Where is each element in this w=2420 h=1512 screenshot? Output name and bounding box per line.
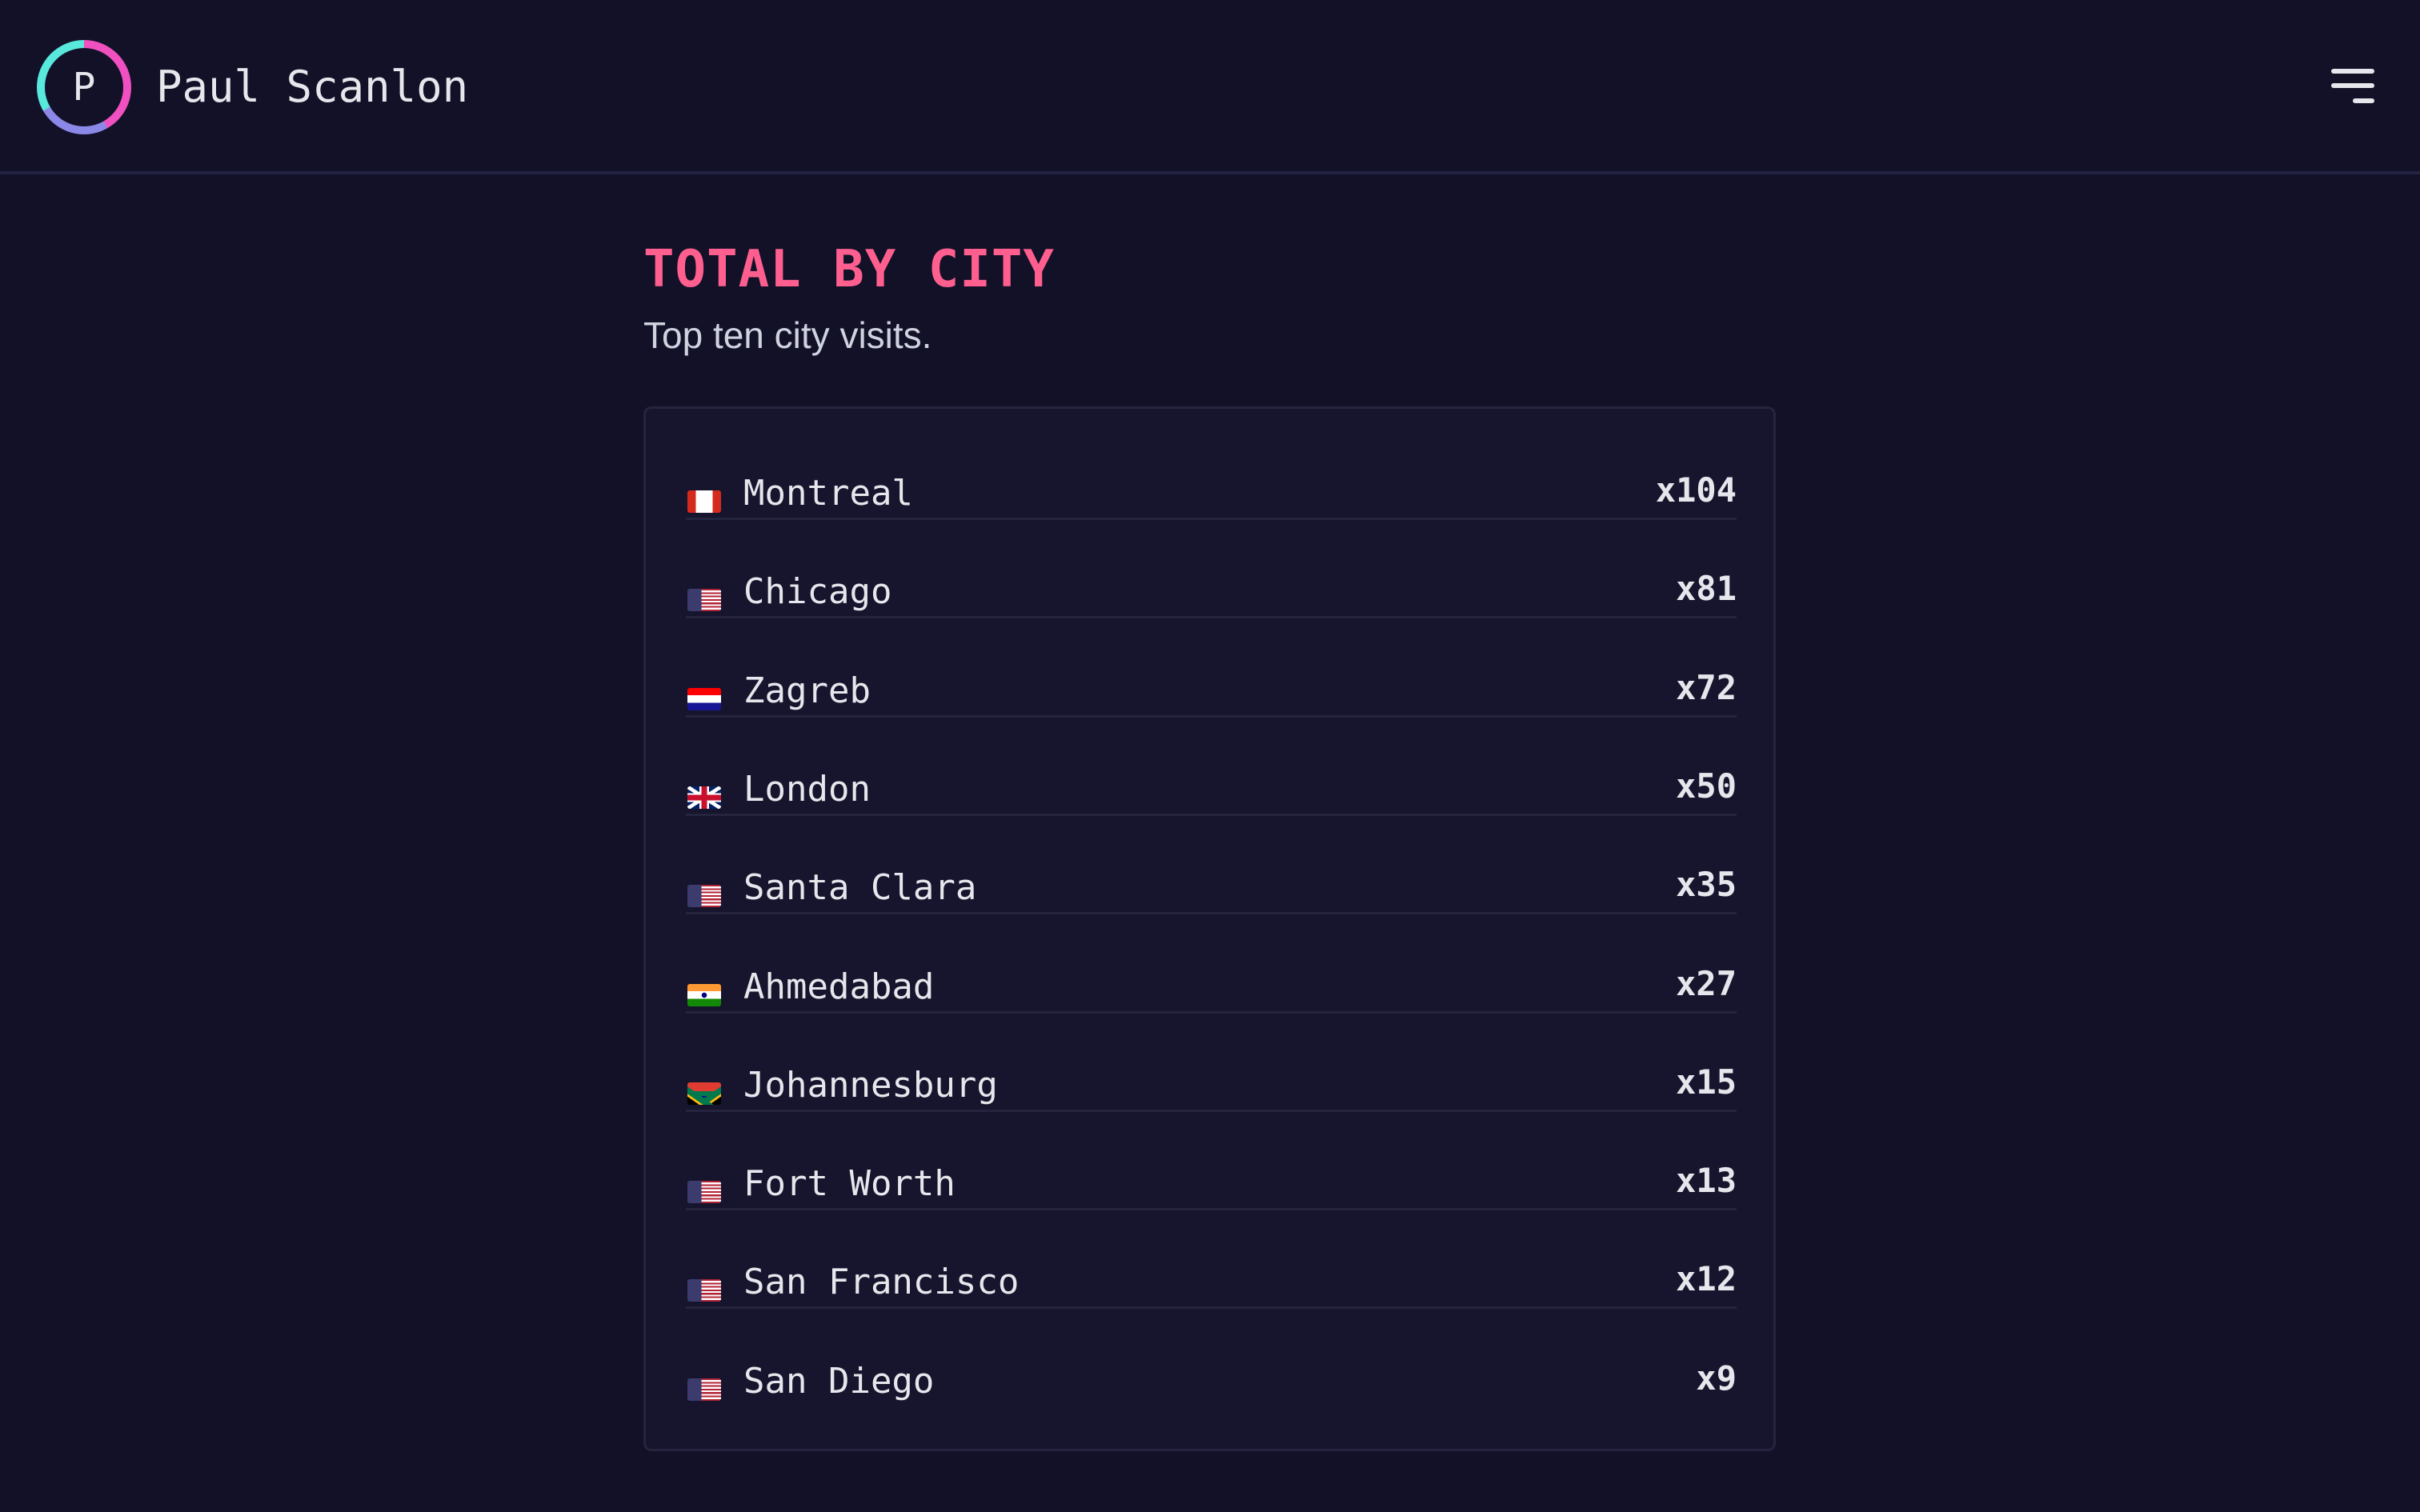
city-row: London x50 — [686, 718, 1737, 816]
city-name: Ahmedabad — [743, 966, 935, 1007]
visit-count: x35 — [1676, 865, 1737, 905]
city-row: Zagreb x72 — [686, 619, 1737, 718]
city-row: Ahmedabad x27 — [686, 915, 1737, 1014]
site-name-link[interactable]: Paul Scanlon — [156, 62, 469, 112]
city-name: Johannesburg — [743, 1064, 998, 1106]
visit-count: x9 — [1696, 1358, 1737, 1398]
flag-icon — [687, 687, 721, 710]
city-row: San Diego x9 — [686, 1310, 1737, 1408]
section-title: TOTAL BY CITY — [643, 240, 1055, 299]
city-row: Fort Worth x13 — [686, 1112, 1737, 1211]
logo-avatar[interactable]: P — [37, 40, 131, 134]
city-row: Santa Clara x35 — [686, 816, 1737, 915]
city-name: London — [743, 768, 871, 810]
section-subtitle: Top ten city visits. — [643, 314, 932, 356]
visit-count: x81 — [1676, 569, 1737, 609]
visit-count: x104 — [1655, 470, 1737, 510]
city-name: Fort Worth — [743, 1163, 956, 1205]
flag-icon — [687, 885, 721, 908]
flag-icon — [687, 1279, 721, 1302]
city-name: Montreal — [743, 473, 913, 514]
city-name: San Diego — [743, 1360, 935, 1402]
city-name: Zagreb — [743, 670, 871, 711]
flag-icon — [687, 589, 721, 612]
visit-count: x72 — [1676, 667, 1737, 707]
hamburger-icon[interactable] — [2325, 64, 2381, 112]
visit-count: x50 — [1676, 766, 1737, 806]
visit-count: x13 — [1676, 1161, 1737, 1201]
flag-icon — [687, 490, 721, 513]
city-list-card: Montreal x104 Chicago x81 Zagreb x72 London x50… — [643, 406, 1776, 1451]
visit-count: x12 — [1676, 1259, 1737, 1299]
flag-icon — [687, 786, 721, 809]
flag-icon — [687, 1378, 721, 1401]
logo-letter: P — [72, 65, 96, 110]
city-name: San Francisco — [743, 1262, 1020, 1303]
visit-count: x27 — [1676, 963, 1737, 1003]
flag-icon — [687, 1181, 721, 1204]
city-name: Santa Clara — [743, 867, 977, 909]
site-header: P Paul Scanlon — [0, 0, 2420, 174]
flag-icon — [687, 1082, 721, 1105]
city-name: Chicago — [743, 571, 892, 613]
flag-icon — [687, 983, 721, 1006]
city-row: San Francisco x12 — [686, 1210, 1737, 1310]
city-row: Montreal x104 — [686, 422, 1737, 520]
city-row: Chicago x81 — [686, 520, 1737, 619]
visit-count: x15 — [1676, 1062, 1737, 1102]
city-row: Johannesburg x15 — [686, 1014, 1737, 1112]
